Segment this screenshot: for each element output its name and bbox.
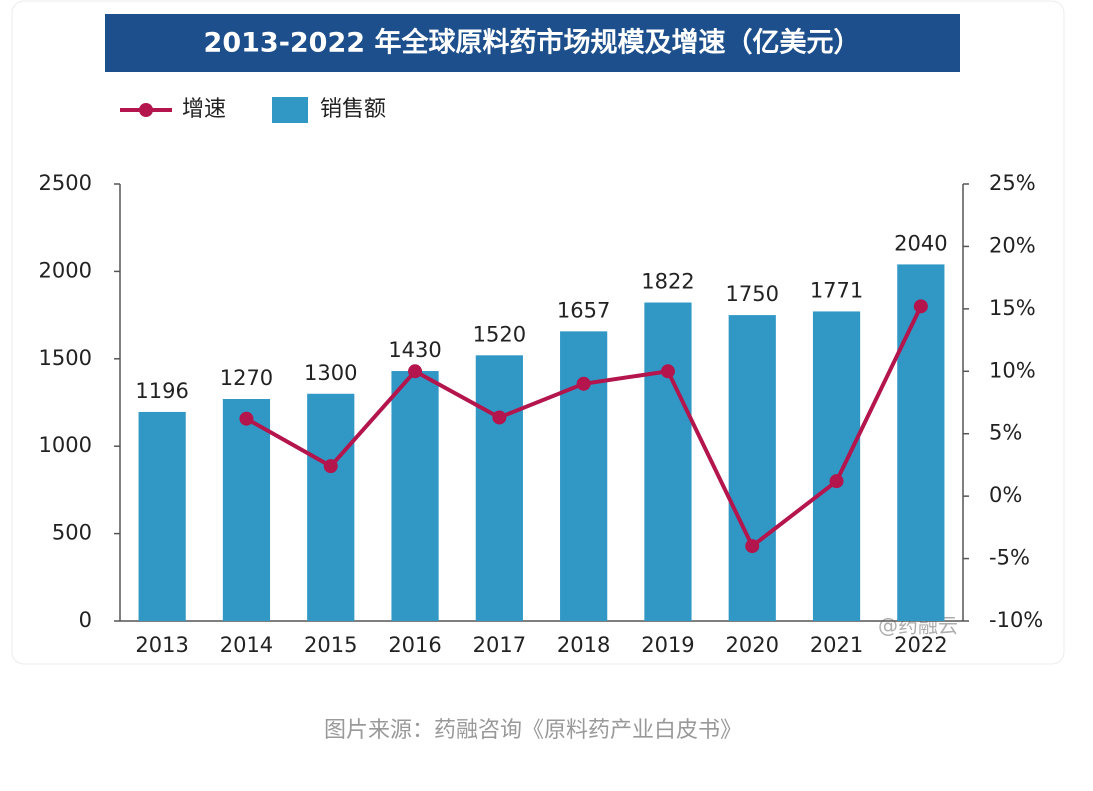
growth-marker: [576, 376, 591, 391]
bar: [644, 302, 692, 621]
x-tick-label: 2018: [557, 633, 610, 657]
growth-marker: [913, 299, 928, 314]
bar-value-label: 1196: [135, 379, 188, 403]
bar: [475, 355, 523, 621]
growth-marker: [239, 411, 254, 426]
growth-marker: [829, 474, 844, 489]
y-tick-label: 2500: [39, 171, 92, 195]
y2-tick-label: 15%: [989, 296, 1036, 320]
x-tick-label: 2017: [473, 633, 526, 657]
y2-tick-label: 20%: [989, 233, 1036, 257]
growth-marker: [745, 539, 760, 554]
caption: 图片来源：药融咨询《原料药产业白皮书》: [324, 718, 742, 743]
legend-marker: [139, 103, 153, 117]
bar: [391, 371, 439, 621]
bar-value-label: 1750: [726, 282, 779, 306]
bar-value-label: 1270: [220, 366, 273, 390]
bar-value-label: 1771: [810, 278, 863, 302]
x-tick-label: 2020: [726, 633, 779, 657]
legend-label: 增速: [182, 97, 226, 122]
bar: [812, 311, 861, 621]
bar-value-label: 2040: [894, 231, 947, 255]
y-tick-label: 2000: [39, 258, 92, 282]
bar-value-label: 1520: [473, 322, 526, 346]
bar: [307, 393, 355, 621]
y2-tick-label: 25%: [989, 171, 1036, 195]
x-tick-label: 2016: [388, 633, 441, 657]
bar: [222, 399, 271, 621]
legend-label: 销售额: [320, 97, 386, 122]
y2-tick-label: 10%: [989, 358, 1036, 382]
legend-swatch: [272, 97, 308, 123]
x-tick-label: 2019: [641, 633, 694, 657]
y-tick-label: 1500: [39, 346, 92, 370]
y-tick-label: 1000: [39, 433, 92, 457]
x-tick-label: 2021: [810, 633, 863, 657]
y2-tick-label: 5%: [989, 421, 1022, 445]
bar: [560, 331, 608, 621]
y-tick-label: 500: [52, 521, 92, 545]
y2-tick-label: -10%: [989, 608, 1043, 632]
x-tick-label: 2015: [304, 633, 357, 657]
growth-marker: [492, 410, 507, 425]
growth-marker: [323, 459, 338, 474]
growth-marker: [660, 364, 675, 379]
y2-tick-label: -5%: [989, 546, 1030, 570]
bar: [897, 264, 945, 621]
bar-value-label: 1430: [388, 338, 441, 362]
bar-value-label: 1300: [304, 361, 357, 385]
card: [11, 0, 1065, 665]
bar: [728, 315, 776, 621]
x-tick-label: 2013: [135, 633, 188, 657]
x-tick-label: 2022: [894, 633, 947, 657]
bar: [138, 411, 186, 621]
growth-marker: [408, 364, 423, 379]
y-tick-label: 0: [79, 608, 92, 632]
y2-tick-label: 0%: [989, 483, 1022, 507]
x-tick-label: 2014: [220, 633, 273, 657]
bar-value-label: 1657: [557, 298, 610, 322]
title-banner: [105, 14, 960, 72]
bar-value-label: 1822: [641, 270, 694, 294]
chart-title: 2013-2022 年全球原料药市场规模及增速（亿美元）: [204, 27, 861, 59]
